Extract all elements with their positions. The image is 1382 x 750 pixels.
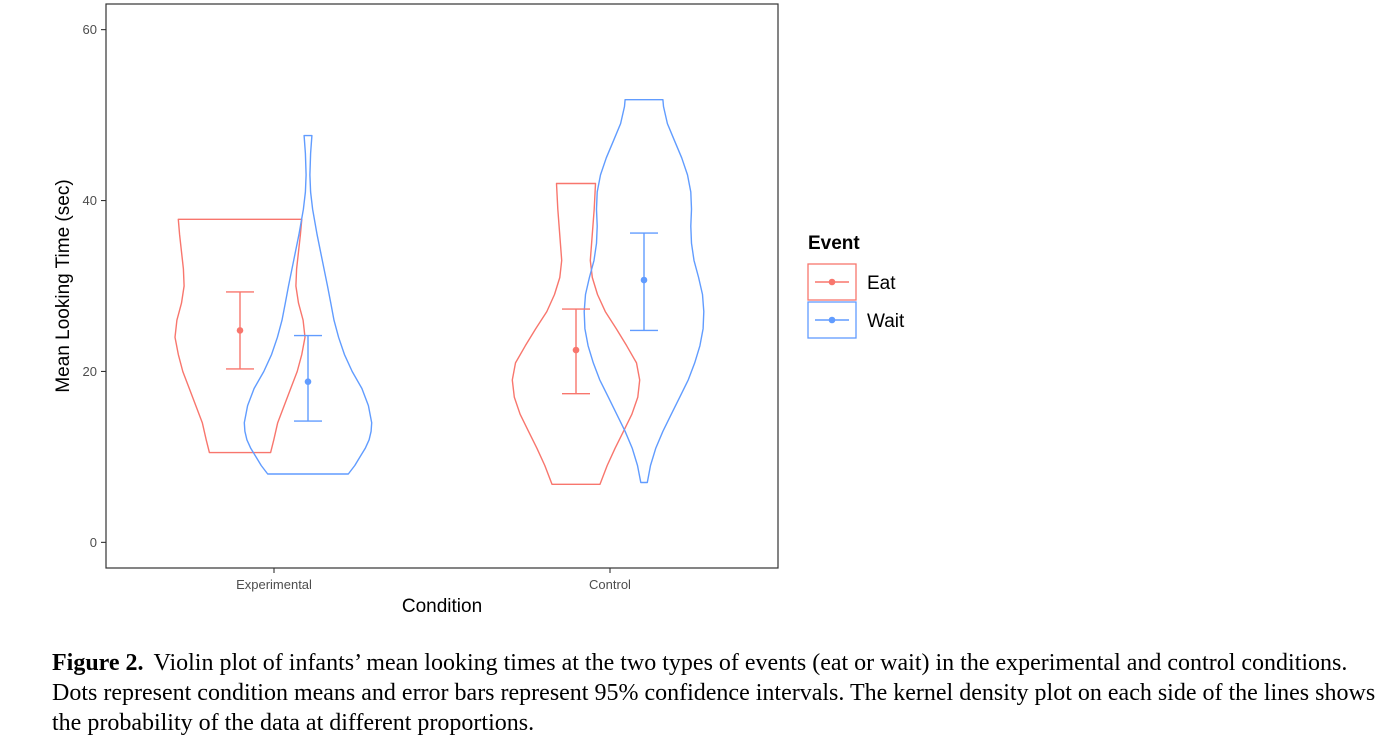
x-tick-label-control: Control bbox=[589, 577, 631, 592]
legend: Event Eat Wait bbox=[807, 233, 905, 339]
violins bbox=[174, 99, 705, 485]
violin-eat-control bbox=[511, 182, 641, 485]
legend-label-eat: Eat bbox=[867, 273, 896, 294]
legend-title: Event bbox=[808, 233, 860, 254]
mean-point-eat-experimental bbox=[236, 327, 244, 334]
violin-wait-experimental bbox=[243, 134, 373, 475]
violin-wait-control bbox=[583, 99, 705, 484]
caption-text: Violin plot of infants’ mean looking tim… bbox=[52, 650, 1376, 736]
violin-eat-experimental bbox=[174, 218, 306, 454]
x-axis: Experimental Control bbox=[236, 568, 631, 592]
mean-point-eat-control bbox=[572, 346, 580, 354]
plot-panel-border bbox=[105, 3, 779, 569]
y-axis-title: Mean Looking Time (sec) bbox=[53, 179, 74, 392]
mean-point-wait-experimental bbox=[304, 378, 312, 386]
x-tick-label-experimental: Experimental bbox=[236, 577, 312, 592]
legend-key-dot-wait bbox=[828, 316, 836, 324]
y-tick-label-0: 0 bbox=[90, 535, 97, 550]
x-axis-title: Condition bbox=[402, 596, 482, 617]
mean-point-wait-control bbox=[640, 276, 648, 284]
legend-key-dot-eat bbox=[828, 278, 836, 286]
figure-caption: Figure 2. Violin plot of infants’ mean lo… bbox=[52, 648, 1377, 738]
violin-chart: 0 20 40 60 Experimental Control Condition Me… bbox=[53, 3, 905, 617]
y-axis: 0 20 40 60 bbox=[83, 22, 106, 550]
legend-label-wait: Wait bbox=[867, 311, 905, 332]
y-tick-label-40: 40 bbox=[83, 193, 97, 208]
error-bars bbox=[226, 232, 658, 422]
figure-label: Figure 2. bbox=[52, 650, 144, 676]
y-tick-label-20: 20 bbox=[83, 364, 97, 379]
y-tick-label-60: 60 bbox=[83, 22, 97, 37]
